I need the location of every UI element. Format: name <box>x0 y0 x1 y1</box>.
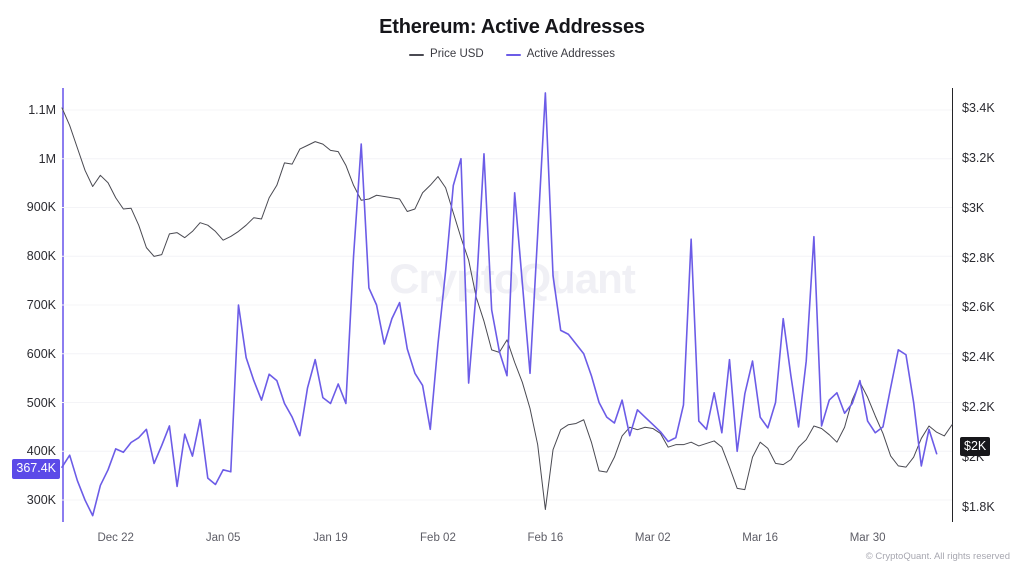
legend-label-price-usd: Price USD <box>430 48 484 60</box>
legend-label-active-addresses: Active Addresses <box>526 48 615 60</box>
left-axis-tick: 900K <box>26 200 56 215</box>
right-axis-tick: $2.6K <box>962 300 995 315</box>
page-title: Ethereum: Active Addresses <box>379 16 645 38</box>
x-axis-tick: Jan 19 <box>313 532 348 544</box>
right-axis-tick: $1.8K <box>962 500 995 515</box>
gridlines <box>62 109 952 501</box>
left-axis-value-badge: 367.4K <box>12 459 60 479</box>
copyright-footer: © CryptoQuant. All rights reserved <box>865 551 1010 562</box>
left-axis-tick: 400K <box>26 444 56 459</box>
x-axis-tick: Mar 30 <box>849 532 886 544</box>
left-axis-tick: 1M <box>38 151 56 166</box>
left-axis-tick: 800K <box>26 249 56 264</box>
left-axis-tick: 700K <box>26 298 56 312</box>
right-axis-tick: $3.4K <box>962 100 995 115</box>
chart-legend: Price USD Active Addresses <box>0 48 1024 61</box>
left-axis-tick: 300K <box>26 493 56 508</box>
right-axis-tick: $3.2K <box>962 150 995 165</box>
series-line-price-usd <box>61 107 953 511</box>
right-axis-tick: $3K <box>962 200 985 215</box>
plot-area[interactable] <box>61 88 953 522</box>
legend-swatch-price-usd <box>409 53 425 56</box>
left-axis-tick: 500K <box>26 395 56 410</box>
x-axis-tick: Dec 22 <box>97 532 134 544</box>
right-axis-line <box>952 88 954 522</box>
plot-svg <box>61 92 953 517</box>
series-line-active-addresses <box>61 92 938 517</box>
x-axis-tick: Mar 16 <box>742 532 779 544</box>
legend-swatch-active-addresses <box>505 53 521 56</box>
right-axis-tick: $2.2K <box>962 400 995 415</box>
x-axis-tick: Jan 05 <box>205 532 241 544</box>
legend-item-price-usd[interactable]: Price USD <box>409 48 484 61</box>
legend-item-active-addresses[interactable]: Active Addresses <box>505 48 615 61</box>
left-axis-tick: 600K <box>26 346 56 361</box>
x-axis-tick: Feb 02 <box>420 532 456 544</box>
x-axis-tick: Feb 16 <box>527 532 564 544</box>
x-axis-tick: Mar 02 <box>634 532 671 544</box>
right-axis-tick: $2.8K <box>962 250 995 265</box>
left-axis-tick: 1.1M <box>28 102 56 117</box>
right-axis-tick: $2.4K <box>962 350 995 365</box>
right-axis-value-badge: $2K <box>960 436 991 457</box>
